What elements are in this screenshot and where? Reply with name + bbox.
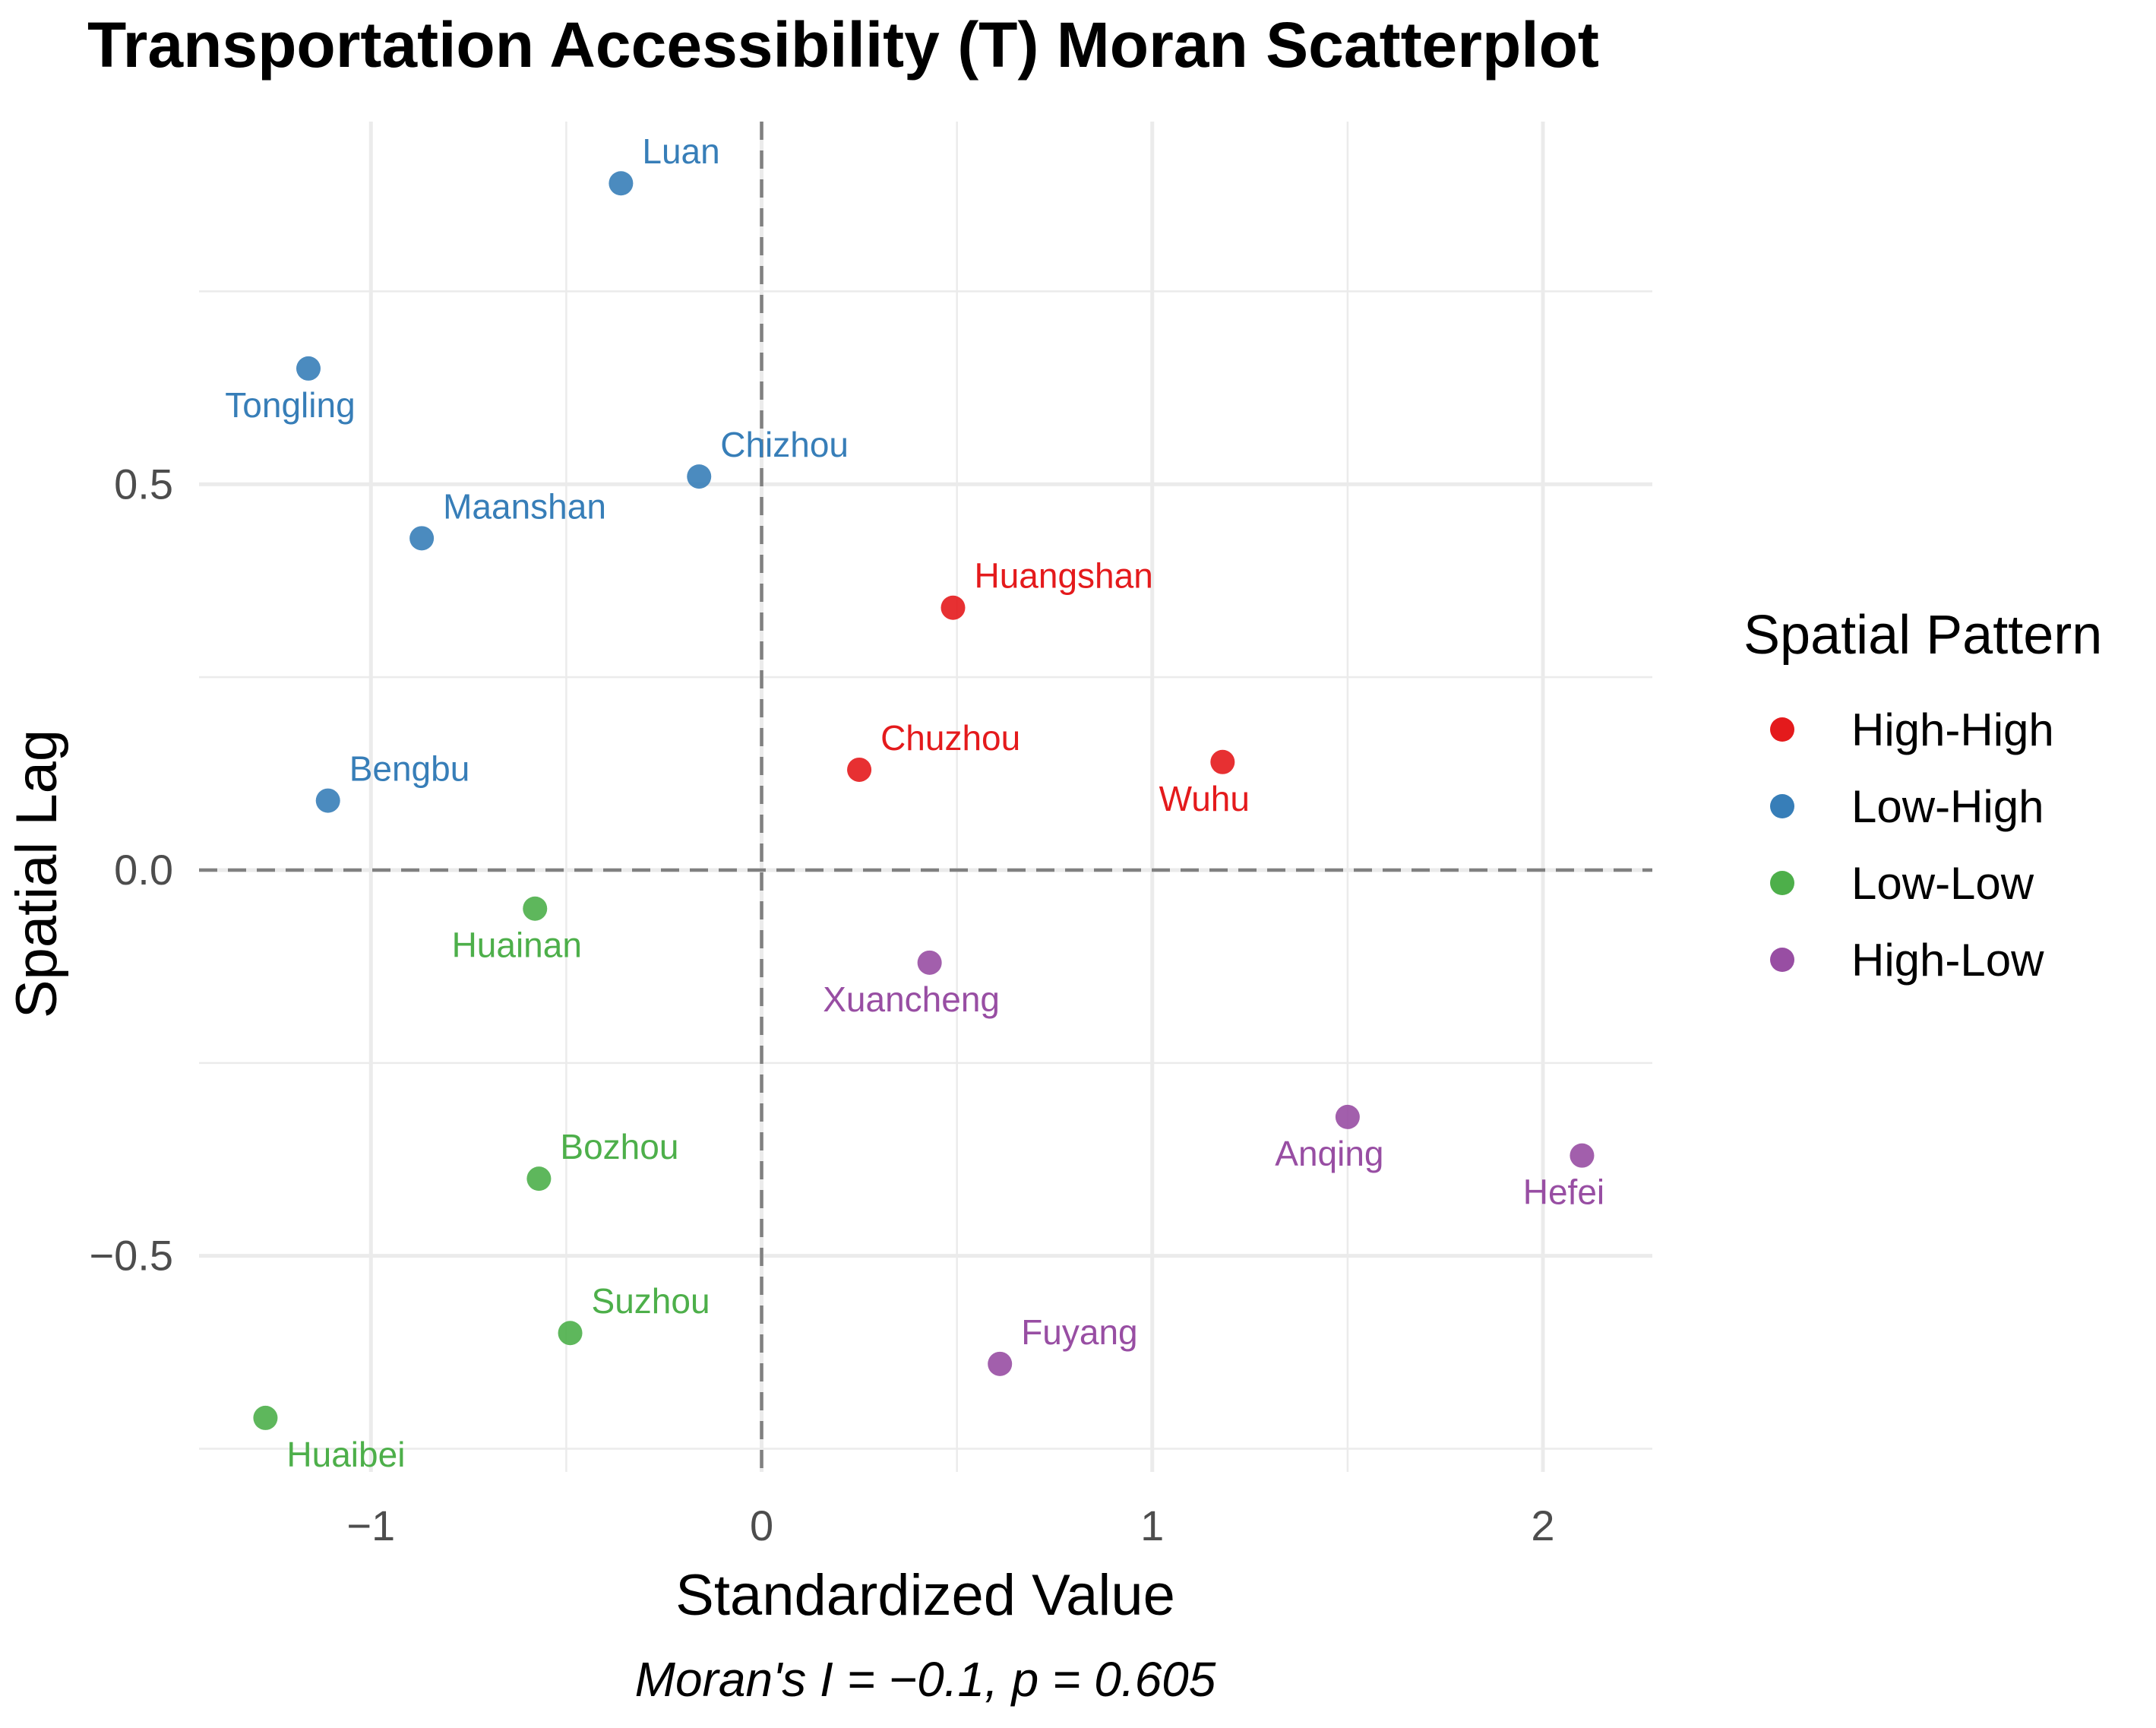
x-tick-label: 0 <box>750 1502 773 1549</box>
point-bozhou <box>526 1166 552 1192</box>
legend-label-low-low: Low-Low <box>1851 858 2034 909</box>
point-huangshan <box>940 595 966 620</box>
point-hefei <box>1570 1143 1595 1168</box>
point-xuancheng <box>917 950 942 975</box>
chart-title: Transportation Accessibility (T) Moran S… <box>87 9 1599 81</box>
label-hefei: Hefei <box>1523 1173 1604 1212</box>
label-chuzhou: Chuzhou <box>880 718 1020 758</box>
point-tongling <box>296 356 321 381</box>
point-chuzhou <box>847 757 872 782</box>
point-chizhou <box>687 464 712 489</box>
point-fuyang <box>988 1351 1013 1376</box>
y-tick-label: 0.5 <box>114 460 173 508</box>
point-anqing <box>1335 1104 1360 1129</box>
point-luan <box>609 171 634 196</box>
label-bozhou: Bozhou <box>560 1127 678 1166</box>
x-tick-label: −1 <box>346 1502 395 1549</box>
label-tongling: Tongling <box>225 385 355 425</box>
label-huainan: Huainan <box>452 926 582 965</box>
y-axis-title: Spatial Lag <box>5 729 69 1018</box>
x-tick-label: 2 <box>1531 1502 1554 1549</box>
x-tick-label: 1 <box>1140 1502 1164 1549</box>
label-suzhou: Suzhou <box>592 1281 710 1321</box>
label-luan: Luan <box>642 131 719 171</box>
label-fuyang: Fuyang <box>1021 1312 1137 1352</box>
data-points <box>253 171 1595 1430</box>
reference-lines <box>199 122 1652 1472</box>
legend-key-low-low <box>1770 871 1794 895</box>
label-chizhou: Chizhou <box>720 425 849 464</box>
y-tick-label: −0.5 <box>89 1232 173 1280</box>
point-suzhou <box>558 1321 583 1346</box>
point-wuhu <box>1210 749 1235 774</box>
point-labels: Luan Tongling Chizhou Maanshan Bengbu Huangsh… <box>225 131 1604 1474</box>
legend-label-high-high: High-High <box>1851 704 2054 755</box>
grid-lines <box>199 122 1652 1472</box>
label-anqing: Anqing <box>1275 1134 1383 1173</box>
label-bengbu: Bengbu <box>349 749 470 789</box>
moran-caption: Moran's I = −0.1, p = 0.605 <box>635 1652 1216 1707</box>
legend-label-low-high: Low-High <box>1851 781 2044 832</box>
label-xuancheng: Xuancheng <box>823 980 1000 1019</box>
label-maanshan: Maanshan <box>443 486 606 526</box>
legend-key-high-low <box>1770 948 1794 972</box>
x-axis-title: Standardized Value <box>675 1563 1175 1628</box>
point-huainan <box>523 896 548 921</box>
legend-key-low-high <box>1770 794 1794 818</box>
legend-title: Spatial Pattern <box>1743 605 2102 666</box>
point-maanshan <box>409 526 435 551</box>
point-bengbu <box>315 788 340 813</box>
legend-label-high-low: High-Low <box>1851 935 2044 986</box>
label-huaibei: Huaibei <box>286 1435 405 1474</box>
legend: Spatial Pattern High-High Low-High Low-Low… <box>1743 605 2102 986</box>
label-huangshan: Huangshan <box>974 556 1152 596</box>
y-tick-label: 0.0 <box>114 846 173 894</box>
label-wuhu: Wuhu <box>1159 779 1250 818</box>
axis-tick-labels: −1 0 1 2 −0.5 0.0 0.5 <box>89 460 1554 1549</box>
legend-key-high-high <box>1770 717 1794 742</box>
point-huaibei <box>253 1405 278 1430</box>
